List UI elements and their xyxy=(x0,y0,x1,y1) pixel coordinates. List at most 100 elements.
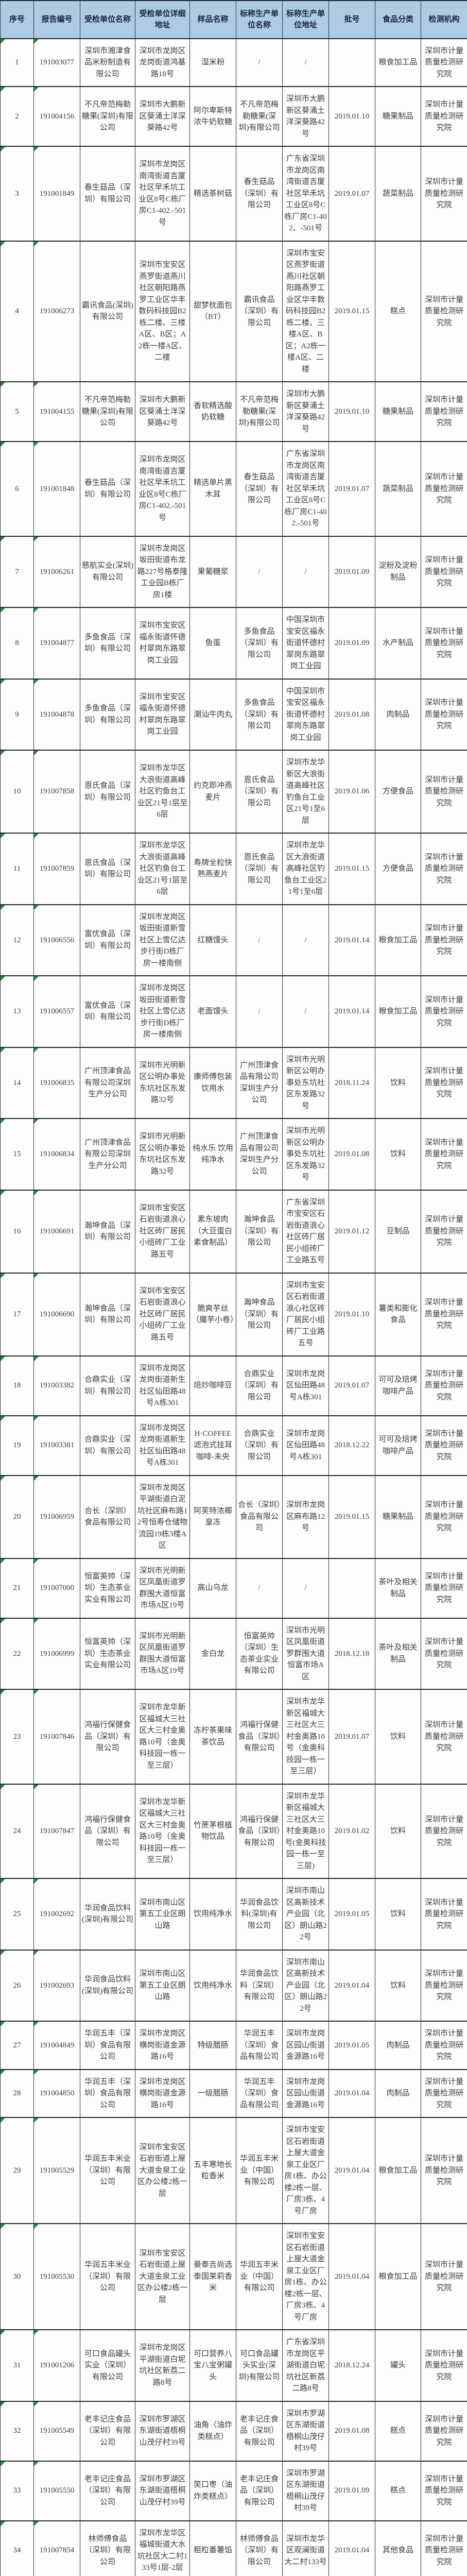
table-row: 18 191003382 合鼎实业（深圳）有限公司 深圳市龙岗区龙岗街道新生社区仙田路… xyxy=(0,1355,467,1416)
cell-batch_no xyxy=(328,38,375,87)
excel-flag-icon xyxy=(1,1416,5,1421)
cell-batch_no: 2019.01.15 xyxy=(328,1475,375,1559)
cell-sample_name: 约克即冲燕麦片 xyxy=(189,750,236,834)
excel-flag-icon xyxy=(34,976,39,981)
table-row: 30 191005530 华润五丰米业（深圳）有限公司 深圳市宝安区石岩街道上屋大道金… xyxy=(0,2223,467,2330)
excel-flag-icon xyxy=(1,1274,5,1278)
cell-food_category: 糕点 xyxy=(375,2400,421,2462)
cell-no: 28 xyxy=(0,2069,34,2118)
table-row: 27 191004849 华润五丰（深圳）食品有限公司 深圳市龙岗区横岗街道金源路16… xyxy=(0,2021,467,2070)
cell-agency: 深圳市计量质量检测研究院 xyxy=(421,1046,467,1119)
cell-report_no: 191001206 xyxy=(33,2329,80,2402)
cell-report_no: 191007854 xyxy=(33,2520,80,2576)
excel-flag-icon xyxy=(1,751,5,755)
cell-unit_name: 华润五丰（深圳）食品有限公司 xyxy=(80,2069,135,2118)
excel-flag-icon xyxy=(1,2462,5,2466)
cell-unit_name: 富优食品（深圳）有限公司 xyxy=(80,975,135,1048)
cell-sample_name: 饮用纯净水 xyxy=(189,1878,236,1951)
cell-report_no: 191005550 xyxy=(33,2460,80,2521)
excel-flag-icon xyxy=(34,242,39,246)
cell-sample_name: 精选单片黑木耳 xyxy=(189,441,236,537)
cell-producer_name: 不凡帝范梅勒糖果(深圳)有限公司 xyxy=(236,86,283,147)
cell-food_category: 蔬菜制品 xyxy=(375,441,421,537)
cell-no: 26 xyxy=(0,1949,34,2022)
cell-producer_address: 广东省深圳市龙岗区南湾街道吉厦社区早禾坑工业区8号C栋厂房C1-402、-501… xyxy=(282,146,329,242)
cell-report_no: 191004155 xyxy=(33,381,80,442)
cell-producer_name: 可口食品罐头实业(深圳)有限公司 xyxy=(236,2329,283,2402)
cell-unit_address: 深圳市龙华区大浪街道高峰社区钓鱼台工业区21号1层至6层 xyxy=(135,833,190,905)
cell-unit_address: 深圳市龙岗区南湾街道吉厦社区早禾坑工业区8号C栋厂房C1-402.-501号 xyxy=(135,146,190,242)
excel-flag-icon xyxy=(1,442,5,447)
excel-flag-icon xyxy=(1,608,5,613)
cell-producer_name: 华润五丰（深圳）食品有限公司 xyxy=(236,2021,283,2070)
table-row: 11 191007859 恩氏食品（深圳）有限公司 深圳市龙华区大浪街道高峰社区钓鱼台… xyxy=(0,833,467,905)
cell-batch_no: 2019.01.14 xyxy=(328,904,375,976)
cell-batch_no: 2019.01.04 xyxy=(328,1949,375,2022)
column-header-unit_address: 受检单位详细地址 xyxy=(135,0,190,39)
cell-unit_name: 瀚坤食品（深圳）有限公司 xyxy=(80,1272,135,1357)
cell-agency: 深圳市计量质量检测研究院 xyxy=(421,678,467,751)
cell-report_no: 191007847 xyxy=(33,1783,80,1879)
cell-agency: 深圳市计量质量检测研究院 xyxy=(421,1415,467,1476)
cell-producer_name: 霸讯食品（深圳）有限公司 xyxy=(236,240,283,382)
cell-no: 15 xyxy=(0,1118,34,1191)
table-row: 32 191005549 老丰记庄食品（深圳）有限公司 深圳市罗湖区东湖街道梧桐山茂仔… xyxy=(0,2400,467,2462)
cell-sample_name: 粗粒番薯馅 xyxy=(189,2520,236,2576)
table-row: 28 191004850 华润五丰（深圳）食品有限公司 深圳市龙岗区横岗街道金源路16… xyxy=(0,2069,467,2118)
cell-agency: 深圳市计量质量检测研究院 xyxy=(421,381,467,442)
cell-sample_name: 寿牌全粒快熟燕麦片 xyxy=(189,833,236,905)
cell-sample_name: 果葡糖浆 xyxy=(189,535,236,608)
cell-batch_no: 2019.01.07 xyxy=(328,146,375,242)
cell-unit_name: 鸿福行保健食品（深圳）有限公司 xyxy=(80,1783,135,1879)
cell-producer_name: 华润食品饮料（深圳）有限公司 xyxy=(236,1949,283,2022)
cell-unit_address: 深圳市宝安区石岩街道上屋大道金泉工业区办公楼2栋一层 xyxy=(135,2117,190,2224)
cell-food_category: 粮食加工品 xyxy=(375,38,421,87)
cell-food_category: 粮食加工品 xyxy=(375,2117,421,2224)
cell-producer_address: / xyxy=(282,904,329,976)
excel-flag-icon xyxy=(1,147,5,151)
cell-report_no: 191002693 xyxy=(33,1949,80,2022)
excel-flag-icon xyxy=(1,2330,5,2335)
cell-batch_no: 2019.01.05 xyxy=(328,1878,375,1951)
cell-producer_address: / xyxy=(282,38,329,87)
column-header-batch_no: 批号 xyxy=(328,0,375,39)
cell-report_no: 191003381 xyxy=(33,1415,80,1476)
table-row: 10 191007858 恩氏食品（深圳）有限公司 深圳市龙华区大浪街道高峰社区钓鱼台… xyxy=(0,750,467,834)
cell-no: 9 xyxy=(0,678,34,751)
cell-no: 3 xyxy=(0,146,34,242)
cell-batch_no: 2019.01.06 xyxy=(328,750,375,834)
excel-flag-icon xyxy=(1,1951,5,1955)
cell-food_category: 肉制品 xyxy=(375,678,421,751)
table-row: 31 191001206 可口食品罐头实业（深圳）有限公司 深圳市龙岗区平湖街道白坭坑… xyxy=(0,2329,467,2402)
cell-agency: 深圳市计量质量检测研究院 xyxy=(421,904,467,976)
cell-unit_name: 瀚坤食品（深圳）有限公司 xyxy=(80,1189,135,1274)
cell-no: 17 xyxy=(0,1272,34,1357)
table-row: 24 191007847 鸿福行保健食品（深圳）有限公司 深圳市龙华新区福城大三社区大… xyxy=(0,1783,467,1879)
cell-unit_name: 恩氏食品（深圳）有限公司 xyxy=(80,750,135,834)
excel-flag-icon xyxy=(34,383,39,387)
cell-agency: 深圳市计量质量检测研究院 xyxy=(421,2021,467,2070)
excel-flag-icon xyxy=(34,1357,39,1361)
cell-no: 33 xyxy=(0,2460,34,2521)
cell-producer_name: 多鱼食品（深圳）有限公司 xyxy=(236,607,283,680)
cell-producer_name: 瀚坤食品（深圳）有限公司 xyxy=(236,1272,283,1357)
cell-food_category: 粮食加工品 xyxy=(375,904,421,976)
cell-no: 14 xyxy=(0,1046,34,1119)
cell-unit_name: 合鼎实业（深圳）有限公司 xyxy=(80,1415,135,1476)
excel-flag-icon xyxy=(34,2119,39,2123)
cell-unit_name: 广州顶津食品有限公司深圳生产分公司 xyxy=(80,1118,135,1191)
cell-agency: 深圳市计量质量检测研究院 xyxy=(421,1355,467,1416)
cell-food_category: 饮料 xyxy=(375,1949,421,2022)
cell-unit_address: 深圳市罗湖区东湖街道梧桐山茂仔村39号 xyxy=(135,2400,190,2462)
cell-report_no: 191005530 xyxy=(33,2223,80,2330)
cell-producer_name: 多鱼食品（深圳）有限公司 xyxy=(236,678,283,751)
cell-unit_name: 华润五丰米业（深圳）有限公司 xyxy=(80,2117,135,2224)
cell-producer_address: 深圳市龙华新区大浪街道高峰社区钓鱼台工业区21号1至6层 xyxy=(282,750,329,834)
table-row: 7 191006261 慈航实业(深圳)有限公司 深圳市龙岗区坂田街道布龙路227号格… xyxy=(0,535,467,608)
cell-report_no: 191004878 xyxy=(33,678,80,751)
table-row: 34 191007854 林师傅食品（深圳）有限公司 深圳市龙华区福城街道大水坑社区大… xyxy=(0,2520,467,2576)
cell-unit_name: 华润食品饮料(深圳)有限公司 xyxy=(80,1878,135,1951)
column-header-producer_name: 标称生产单位名称 xyxy=(236,0,283,39)
cell-report_no: 191004877 xyxy=(33,607,80,680)
cell-unit_address: 深圳市南山区第五工业区朗山路 xyxy=(135,1878,190,1951)
